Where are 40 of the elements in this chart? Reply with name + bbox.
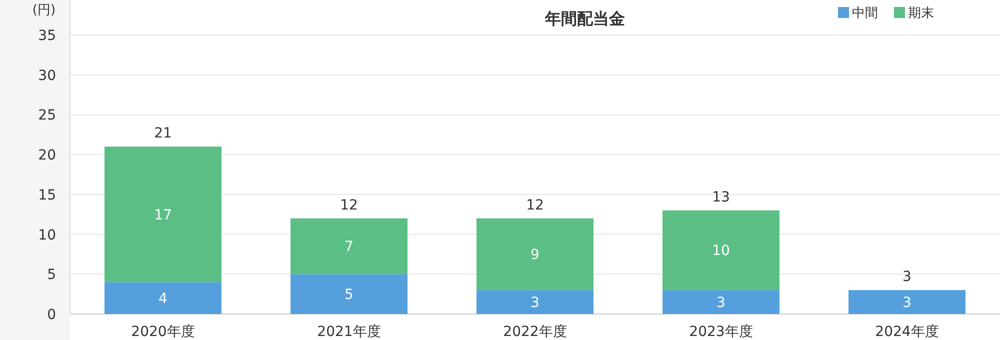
x-tick-label: 2020年度 — [131, 324, 195, 340]
x-tick-label: 2022年度 — [503, 324, 567, 340]
legend-label: 期末 — [908, 6, 934, 21]
legend-label: 中間 — [852, 6, 878, 21]
total-label: 21 — [154, 126, 172, 142]
total-label: 12 — [526, 197, 544, 214]
data-label: 3 — [902, 295, 912, 312]
bar — [476, 218, 594, 290]
total-label: 3 — [902, 269, 912, 286]
data-label: 3 — [716, 295, 726, 312]
x-tick-label: 2024年度 — [875, 324, 939, 340]
chart-title: 年間配当金 — [544, 9, 625, 28]
total-label: 13 — [712, 189, 730, 206]
bar — [290, 218, 408, 274]
y-tick-label: 5 — [47, 267, 56, 284]
y-tick-label: 30 — [38, 68, 56, 84]
bar — [104, 282, 222, 314]
y-tick-label: 15 — [38, 187, 56, 204]
y-tick-label: 10 — [38, 227, 56, 244]
y-tick-label: 20 — [38, 148, 56, 164]
bar — [662, 210, 780, 290]
y-tick-label: 25 — [38, 108, 56, 124]
y-tick-label: 0 — [47, 307, 56, 323]
x-tick-label: 2021年度 — [317, 324, 381, 340]
data-label: 17 — [154, 207, 172, 224]
total-label: 12 — [340, 197, 358, 214]
data-label: 10 — [712, 243, 730, 260]
y-tick-label: 35 — [38, 28, 56, 44]
bar — [290, 274, 408, 314]
bar — [848, 290, 966, 314]
bar — [104, 146, 222, 282]
bar — [476, 290, 594, 314]
data-label: 3 — [530, 295, 540, 312]
y-axis-title: (円) — [32, 3, 56, 18]
data-label: 7 — [344, 239, 354, 256]
bar — [662, 290, 780, 314]
data-label: 5 — [344, 287, 354, 304]
data-label: 4 — [158, 291, 168, 308]
data-label: 9 — [530, 247, 540, 264]
x-tick-label: 2023年度 — [689, 324, 753, 340]
